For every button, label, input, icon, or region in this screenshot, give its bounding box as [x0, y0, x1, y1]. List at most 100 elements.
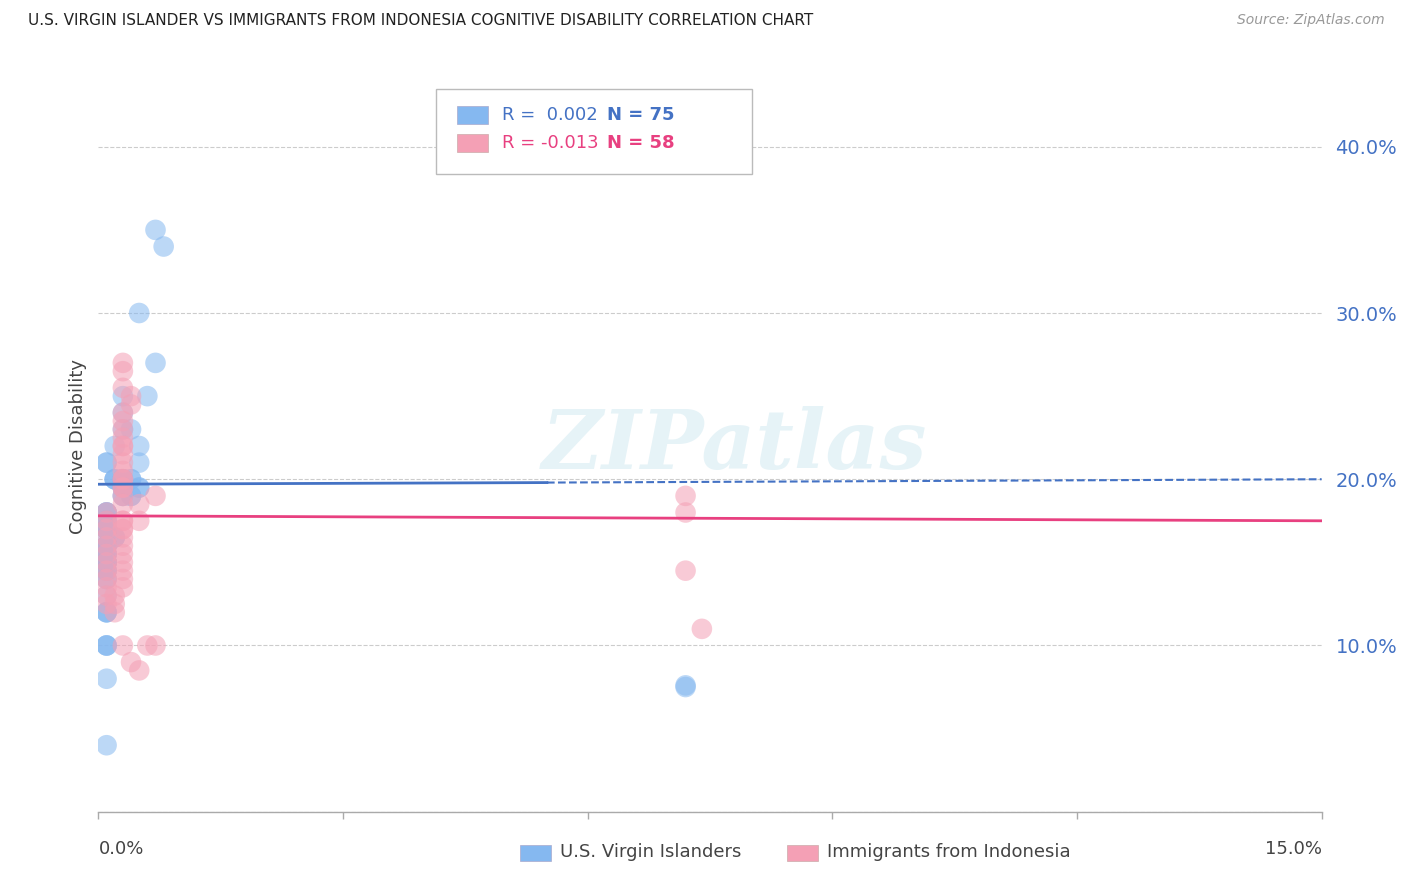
- Point: [96, 547, 118, 561]
- Point: [111, 564, 134, 578]
- Point: [675, 680, 697, 694]
- Point: [96, 514, 118, 528]
- Point: [111, 456, 134, 470]
- Point: [128, 481, 150, 495]
- Point: [111, 522, 134, 536]
- Point: [128, 514, 150, 528]
- Point: [96, 572, 118, 586]
- Point: [104, 589, 127, 603]
- Point: [111, 381, 134, 395]
- Point: [96, 522, 118, 536]
- Point: [111, 472, 134, 486]
- Point: [96, 539, 118, 553]
- Text: R = -0.013: R = -0.013: [502, 134, 599, 152]
- Point: [96, 506, 118, 520]
- Point: [111, 514, 134, 528]
- Point: [96, 555, 118, 569]
- Point: [111, 481, 134, 495]
- Point: [96, 522, 118, 536]
- Point: [96, 555, 118, 569]
- Point: [96, 572, 118, 586]
- Point: [128, 439, 150, 453]
- Point: [96, 547, 118, 561]
- Point: [96, 514, 118, 528]
- Text: ZIPatlas: ZIPatlas: [541, 406, 927, 486]
- Point: [111, 539, 134, 553]
- Point: [128, 456, 150, 470]
- Point: [111, 514, 134, 528]
- Point: [111, 472, 134, 486]
- Point: [96, 522, 118, 536]
- Text: U.S. Virgin Islanders: U.S. Virgin Islanders: [560, 843, 741, 861]
- Point: [96, 547, 118, 561]
- Point: [111, 489, 134, 503]
- Point: [111, 439, 134, 453]
- Point: [675, 506, 697, 520]
- Point: [136, 389, 159, 403]
- Point: [111, 414, 134, 428]
- Point: [111, 406, 134, 420]
- Point: [104, 439, 127, 453]
- Y-axis label: Cognitive Disability: Cognitive Disability: [69, 359, 87, 533]
- Point: [96, 555, 118, 569]
- Point: [111, 639, 134, 653]
- Point: [96, 605, 118, 619]
- Point: [96, 530, 118, 544]
- Point: [111, 489, 134, 503]
- Point: [111, 472, 134, 486]
- Point: [145, 356, 167, 370]
- Point: [104, 530, 127, 544]
- Text: U.S. VIRGIN ISLANDER VS IMMIGRANTS FROM INDONESIA COGNITIVE DISABILITY CORRELATI: U.S. VIRGIN ISLANDER VS IMMIGRANTS FROM …: [28, 13, 813, 29]
- Point: [96, 506, 118, 520]
- Point: [96, 572, 118, 586]
- Point: [136, 639, 159, 653]
- Point: [96, 639, 118, 653]
- Point: [96, 506, 118, 520]
- Point: [120, 489, 142, 503]
- Point: [111, 472, 134, 486]
- Point: [145, 223, 167, 237]
- Point: [111, 389, 134, 403]
- Point: [96, 639, 118, 653]
- Point: [120, 389, 142, 403]
- Point: [96, 522, 118, 536]
- Point: [96, 456, 118, 470]
- Point: [111, 356, 134, 370]
- Point: [96, 539, 118, 553]
- Point: [96, 506, 118, 520]
- Text: N = 75: N = 75: [607, 106, 675, 124]
- Text: R =  0.002: R = 0.002: [502, 106, 598, 124]
- Point: [128, 664, 150, 678]
- Point: [96, 589, 118, 603]
- Point: [104, 605, 127, 619]
- Point: [675, 564, 697, 578]
- Point: [111, 464, 134, 478]
- Point: [96, 605, 118, 619]
- Point: [96, 597, 118, 611]
- Point: [104, 472, 127, 486]
- Text: 0.0%: 0.0%: [98, 839, 143, 857]
- Point: [145, 639, 167, 653]
- Point: [96, 564, 118, 578]
- Point: [96, 539, 118, 553]
- Point: [111, 439, 134, 453]
- Point: [111, 497, 134, 511]
- Point: [675, 678, 697, 692]
- Point: [96, 547, 118, 561]
- Point: [104, 472, 127, 486]
- Point: [111, 481, 134, 495]
- Point: [111, 522, 134, 536]
- Point: [111, 530, 134, 544]
- Point: [96, 539, 118, 553]
- Point: [96, 564, 118, 578]
- Point: [111, 547, 134, 561]
- Point: [96, 539, 118, 553]
- Point: [96, 456, 118, 470]
- Point: [690, 622, 713, 636]
- Point: [145, 489, 167, 503]
- Point: [111, 481, 134, 495]
- Point: [152, 239, 174, 253]
- Point: [111, 580, 134, 594]
- Point: [104, 597, 127, 611]
- Point: [111, 406, 134, 420]
